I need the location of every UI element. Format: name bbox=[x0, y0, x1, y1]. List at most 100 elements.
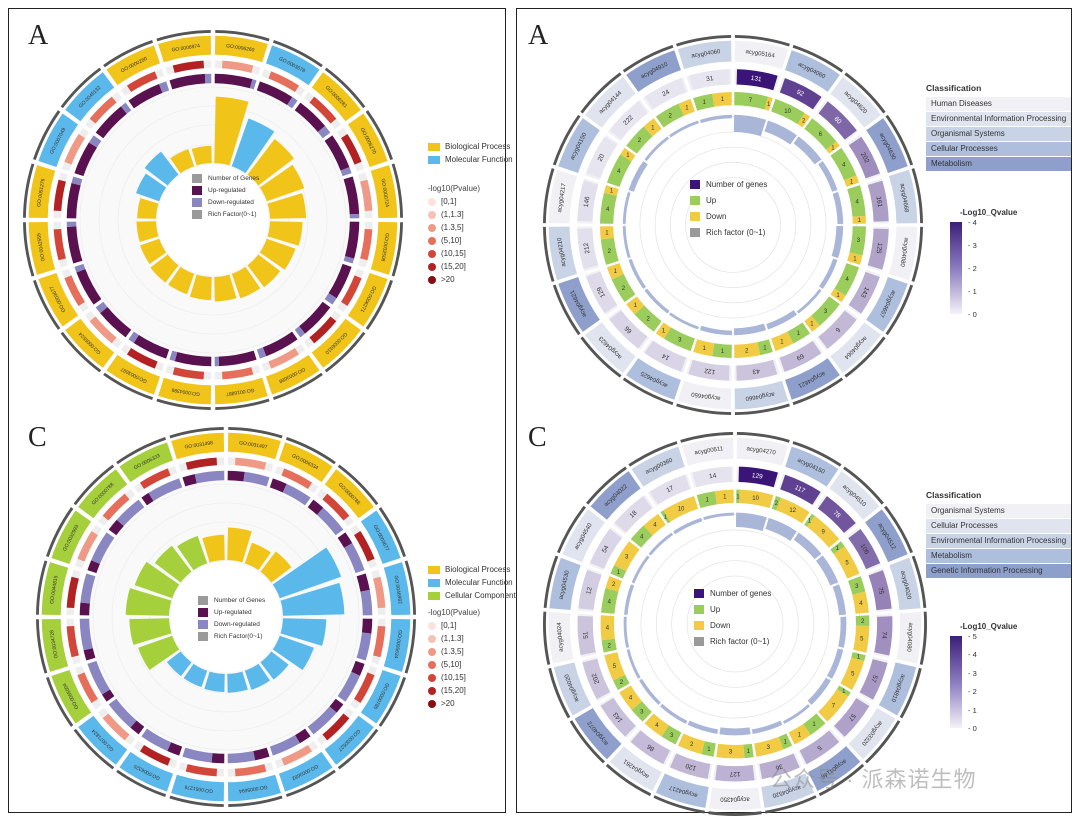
gene-count-bar bbox=[780, 474, 821, 505]
rich-factor-bar bbox=[673, 517, 703, 535]
pvalue-bar bbox=[66, 625, 79, 658]
category-label: acyg04660 bbox=[744, 390, 775, 401]
down-bar bbox=[714, 489, 734, 505]
gene-count-bar bbox=[818, 101, 857, 140]
pvalue-bin-label: (5,10] bbox=[441, 660, 462, 669]
down-count-label: 1 bbox=[831, 146, 835, 152]
legend-swatch bbox=[198, 631, 208, 641]
down-count-label: 4 bbox=[629, 695, 633, 701]
pvalue-legend-row: >20 bbox=[428, 273, 513, 286]
category-band bbox=[311, 72, 361, 122]
down-bar bbox=[66, 221, 77, 227]
category-band bbox=[28, 221, 56, 275]
rich-factor-bar bbox=[631, 555, 650, 584]
pvalue-legend-title: -log10(Pvalue) bbox=[428, 184, 481, 193]
up-bar bbox=[804, 118, 837, 150]
down-bar bbox=[87, 660, 110, 695]
gene-count-label: 75 bbox=[876, 586, 885, 595]
gene-count-label: 51 bbox=[582, 631, 590, 639]
down-count-label: 3 bbox=[625, 554, 629, 560]
up-bar bbox=[830, 541, 845, 555]
gene-count-bar bbox=[614, 495, 653, 533]
rich-factor-bar bbox=[626, 649, 641, 679]
pvalue-bar bbox=[89, 96, 117, 124]
category-label: acyg04080 bbox=[905, 622, 913, 652]
gene-count-bar bbox=[586, 136, 618, 179]
gene-count-bar bbox=[859, 659, 888, 700]
down-count-label: 10 bbox=[752, 496, 759, 502]
gene-count-label: 31 bbox=[706, 75, 715, 83]
rich-factor-bar bbox=[669, 312, 699, 330]
legend-label: Biological Process bbox=[445, 565, 511, 574]
gene-count-bar bbox=[818, 310, 857, 349]
gene-count-label: 36 bbox=[774, 762, 783, 771]
rich-factor-bar bbox=[796, 288, 822, 314]
down-count-label: 1 bbox=[810, 322, 814, 328]
rich-factor-bar bbox=[244, 542, 271, 571]
legend-swatch bbox=[192, 209, 202, 219]
category-band bbox=[278, 442, 333, 483]
rich-factor-bar bbox=[719, 727, 751, 736]
gene-count-bar bbox=[589, 528, 622, 569]
tick-ring bbox=[46, 676, 74, 727]
up-bar bbox=[634, 305, 662, 332]
gene-count-bar bbox=[867, 228, 889, 270]
classification-title: Classification bbox=[926, 490, 982, 500]
down-bar bbox=[600, 615, 615, 641]
tick-ring bbox=[680, 432, 734, 443]
tick-ring bbox=[548, 667, 571, 719]
down-bar bbox=[148, 478, 183, 501]
down-bar bbox=[716, 743, 745, 759]
pvalue-bar bbox=[185, 457, 218, 470]
down-bar bbox=[95, 301, 108, 314]
tick-ring bbox=[653, 795, 705, 814]
down-bar bbox=[776, 497, 810, 524]
gene-count-bar bbox=[582, 658, 611, 700]
category-label: acyg04270 bbox=[746, 446, 777, 456]
pvalue-bar bbox=[354, 530, 375, 562]
up-count-label: 1 bbox=[842, 689, 846, 695]
category-band bbox=[626, 50, 681, 92]
down-bar bbox=[764, 96, 773, 111]
up-bar bbox=[630, 525, 653, 548]
gene-count-label: 131 bbox=[750, 75, 762, 84]
category-band bbox=[865, 509, 908, 563]
legend-swatch bbox=[198, 619, 208, 629]
up-count-label: 2 bbox=[646, 317, 650, 323]
panel-label-bottom-left: C bbox=[28, 422, 47, 453]
tick-ring bbox=[844, 72, 886, 114]
qvalue-tick: - 2 bbox=[968, 687, 977, 697]
tick-ring bbox=[586, 466, 627, 505]
pvalue-bar bbox=[281, 745, 313, 766]
qvalue-tick: - 4 bbox=[968, 650, 977, 660]
tick-ring bbox=[116, 437, 167, 465]
gene-count-bar bbox=[644, 340, 687, 372]
pvalue-bar bbox=[172, 367, 205, 380]
rich-factor-bar bbox=[204, 671, 225, 693]
tick-ring bbox=[404, 619, 416, 674]
up-bar bbox=[664, 327, 695, 352]
up-count-label: 1 bbox=[736, 494, 740, 500]
gene-count-bar bbox=[688, 69, 730, 91]
up-bar bbox=[848, 576, 866, 595]
gene-count-label: 122 bbox=[704, 367, 716, 376]
down-bar bbox=[804, 315, 820, 332]
down-bar bbox=[120, 102, 132, 114]
grid-circle bbox=[624, 116, 842, 334]
category-band bbox=[65, 72, 115, 122]
category-band bbox=[548, 611, 574, 664]
category-band bbox=[324, 715, 374, 765]
rich-factor-bar bbox=[832, 191, 844, 224]
up-count-label: 4 bbox=[846, 277, 850, 283]
gene-count-bar bbox=[577, 228, 599, 270]
rich-factor-bar bbox=[628, 259, 646, 289]
rich-factor-bar bbox=[231, 118, 275, 174]
gene-count-label: 14 bbox=[661, 352, 671, 362]
up-count-label: 6 bbox=[819, 132, 823, 138]
grid-circle bbox=[654, 146, 812, 304]
legend-label: Up-regulated bbox=[214, 608, 252, 616]
go-circos-chart-c: GO:0031497GO:0006334GO:0000786GO:0003677… bbox=[36, 427, 416, 807]
down-count-label: 4 bbox=[653, 523, 657, 529]
up-count-label: 10 bbox=[784, 109, 791, 115]
gene-count-bar bbox=[736, 69, 778, 91]
